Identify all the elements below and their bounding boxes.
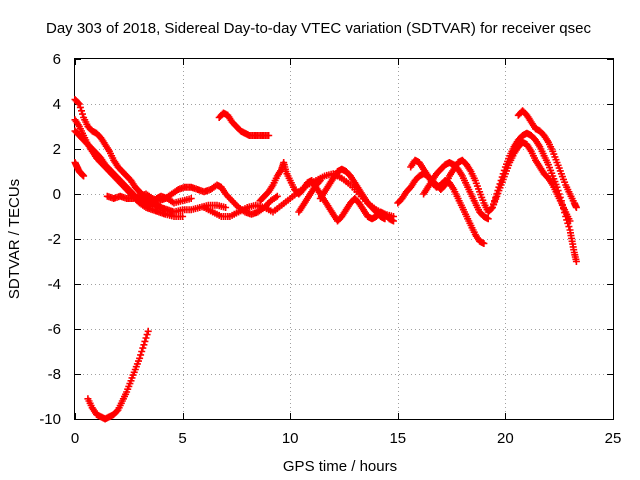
data-point bbox=[222, 204, 230, 211]
x-tick-label: 5 bbox=[178, 430, 186, 447]
x-tick-label: 20 bbox=[497, 430, 514, 447]
data-point bbox=[564, 219, 572, 227]
tick-labels: 0 5 10 15 20 25 -10 -8 -6 -4 -2 0 2 4 6 bbox=[39, 51, 621, 447]
data-point bbox=[500, 166, 508, 174]
data-point bbox=[499, 170, 507, 178]
y-tick-label: -8 bbox=[48, 366, 61, 383]
data-point bbox=[144, 327, 152, 335]
data-point bbox=[381, 215, 389, 223]
data-point bbox=[572, 258, 580, 265]
axis-ticks bbox=[75, 59, 614, 420]
data-point bbox=[137, 351, 145, 359]
data-point bbox=[273, 192, 281, 200]
data-point bbox=[390, 217, 397, 225]
x-tick-label: 15 bbox=[389, 430, 406, 447]
data-point bbox=[572, 204, 580, 211]
chart-title: Day 303 of 2018, Sidereal Day-to-day VTE… bbox=[46, 20, 591, 37]
series-arc-10 bbox=[295, 177, 324, 216]
data-point bbox=[489, 204, 496, 211]
data-point bbox=[563, 216, 571, 224]
series-arc-15 bbox=[489, 129, 580, 265]
series-arc-11 bbox=[316, 165, 389, 223]
data-point bbox=[75, 100, 83, 108]
plot-frame bbox=[74, 58, 614, 420]
data-point bbox=[480, 240, 488, 247]
data-point bbox=[487, 205, 495, 213]
data-point bbox=[557, 197, 565, 205]
series-arc-3 bbox=[71, 116, 187, 220]
data-point bbox=[556, 193, 564, 201]
y-tick-label: 2 bbox=[53, 141, 61, 158]
data-point bbox=[560, 205, 567, 213]
data-marks bbox=[71, 96, 580, 423]
data-point bbox=[553, 183, 561, 191]
data-point bbox=[491, 197, 499, 205]
data-point bbox=[558, 201, 566, 209]
series-arc-13 bbox=[407, 156, 488, 247]
y-tick-label: -10 bbox=[39, 411, 61, 428]
data-point bbox=[492, 193, 500, 201]
data-point bbox=[561, 209, 569, 217]
x-tick-label: 0 bbox=[71, 430, 79, 447]
y-tick-label: 6 bbox=[53, 51, 61, 68]
data-point bbox=[490, 200, 498, 208]
x-axis-label: GPS time / hours bbox=[283, 458, 397, 475]
data-point bbox=[140, 341, 148, 349]
data-point bbox=[265, 132, 273, 139]
data-point bbox=[142, 334, 150, 342]
data-point bbox=[78, 107, 85, 115]
data-point bbox=[141, 337, 149, 345]
data-point bbox=[494, 187, 502, 195]
y-tick-label: 4 bbox=[53, 96, 61, 113]
data-point bbox=[187, 195, 195, 202]
data-point bbox=[498, 173, 506, 181]
x-tick-label: 10 bbox=[282, 430, 299, 447]
data-point bbox=[562, 213, 570, 220]
data-point bbox=[74, 99, 82, 107]
data-point bbox=[315, 178, 323, 186]
data-point bbox=[143, 331, 151, 339]
y-tick-label: -6 bbox=[48, 321, 61, 338]
data-point bbox=[179, 213, 187, 220]
series-arc-14 bbox=[420, 159, 492, 223]
series-arc-12 bbox=[394, 138, 574, 225]
grid bbox=[75, 59, 613, 419]
series-arc-7 bbox=[215, 109, 273, 139]
data-point bbox=[139, 344, 147, 352]
data-point bbox=[565, 223, 573, 231]
series-arc-4 bbox=[71, 159, 88, 180]
data-point bbox=[495, 183, 503, 191]
data-point bbox=[484, 215, 492, 223]
x-tick-label: 25 bbox=[605, 430, 622, 447]
data-point bbox=[316, 177, 324, 184]
data-point bbox=[555, 190, 563, 198]
series-arc-5 bbox=[84, 327, 152, 423]
data-point bbox=[493, 190, 501, 198]
data-point bbox=[136, 354, 144, 362]
data-point bbox=[138, 348, 146, 355]
data-point bbox=[496, 180, 504, 188]
data-point bbox=[497, 177, 505, 184]
data-point bbox=[80, 172, 88, 180]
y-axis-label: SDTVAR / TECUs bbox=[6, 179, 23, 299]
data-point bbox=[76, 103, 84, 111]
y-tick-label: 0 bbox=[53, 186, 61, 203]
y-tick-label: -4 bbox=[48, 276, 61, 293]
y-tick-label: -2 bbox=[48, 231, 61, 248]
series-arc-16 bbox=[514, 107, 580, 211]
data-point bbox=[554, 187, 562, 195]
data-point bbox=[79, 110, 86, 118]
